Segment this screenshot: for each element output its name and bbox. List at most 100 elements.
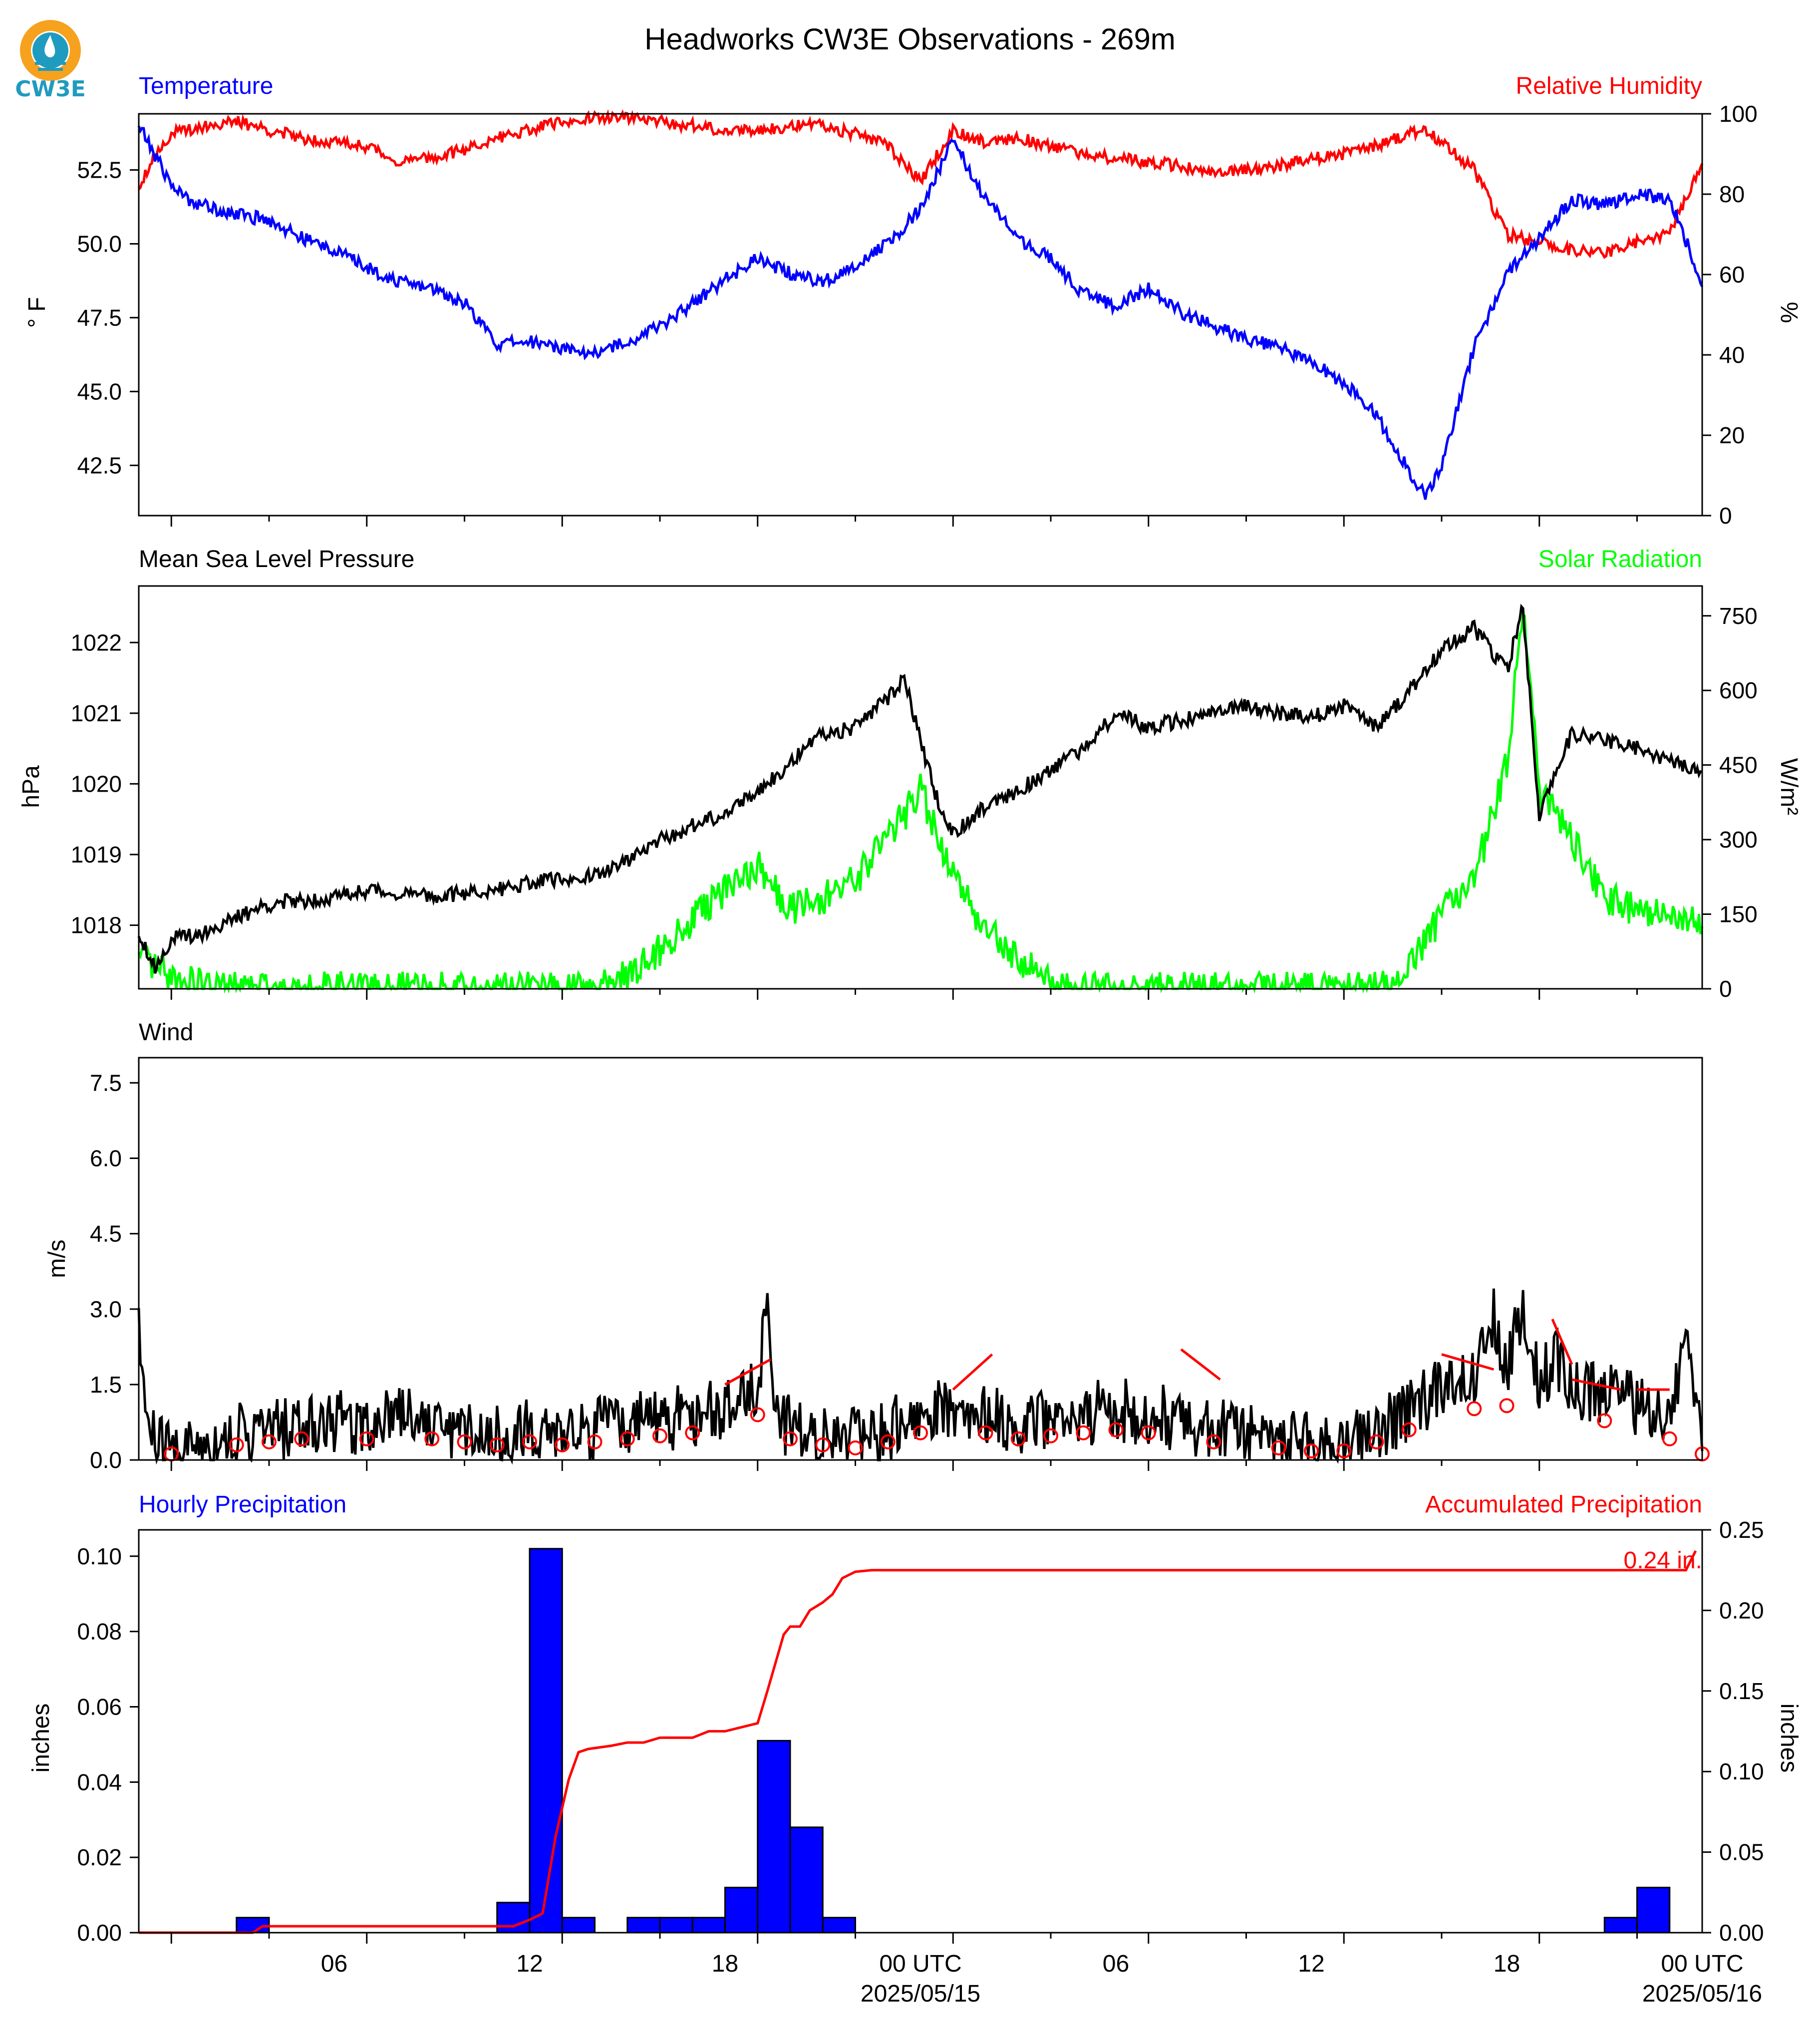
logo-drop — [44, 35, 55, 57]
wind-axis-tick-label: 4.5 — [90, 1221, 122, 1247]
calm-wind-marker — [685, 1425, 700, 1441]
wind-title: Wind — [139, 1019, 193, 1046]
time-tick-label: 06 — [321, 1951, 347, 1977]
humidity-title: Relative Humidity — [1516, 73, 1702, 99]
time-tick-label: 00 UTC — [879, 1951, 961, 1977]
humidity-axis-tick-label: 60 — [1719, 262, 1745, 288]
solar-axis-tick-label: 150 — [1719, 901, 1758, 927]
calm-wind-marker — [1369, 1434, 1384, 1449]
calm-wind-marker — [262, 1434, 277, 1449]
accum-precip-axis-tick-label: 0.25 — [1719, 1517, 1764, 1543]
humidity-axis-tick-label: 100 — [1719, 101, 1758, 127]
precip-bar — [724, 1886, 759, 1934]
calm-wind-marker — [1662, 1431, 1677, 1447]
wind-unit: m/s — [44, 1239, 70, 1278]
calm-wind-marker — [1401, 1422, 1417, 1438]
logo-wave-2 — [38, 68, 63, 71]
humidity-axis-tick-label: 80 — [1719, 181, 1745, 207]
humidity-axis-tick-label: 40 — [1719, 342, 1745, 368]
calm-wind-marker — [1141, 1425, 1156, 1441]
pressure-axis-tick-label: 1018 — [71, 912, 122, 938]
hourly-precip-unit: inches — [28, 1704, 54, 1773]
accum-precip-axis-tick-label: 0.20 — [1719, 1597, 1764, 1623]
calm-wind-marker — [1336, 1443, 1352, 1458]
date-label: 2025/05/15 — [861, 1981, 980, 2007]
wind-axis-tick-label: 0.0 — [90, 1447, 122, 1473]
hourly-precip-axis-tick-label: 0.08 — [77, 1619, 122, 1645]
precip-bar — [789, 1826, 824, 1934]
calm-wind-marker — [1010, 1431, 1026, 1447]
temperature-axis-tick-label: 42.5 — [77, 452, 122, 478]
precip-bar — [822, 1917, 856, 1934]
calm-wind-marker — [1043, 1428, 1058, 1444]
precip-bar — [496, 1902, 531, 1934]
wind-barb — [1571, 1378, 1621, 1391]
cw3e-logo: CW3E — [15, 20, 86, 102]
calm-wind-marker — [457, 1434, 472, 1449]
hourly-precip-axis-tick-label: 0.04 — [77, 1769, 122, 1795]
logo-wave-1 — [35, 62, 66, 65]
precip-bar — [529, 1548, 563, 1934]
accum-precip-title: Accumulated Precipitation — [1425, 1491, 1702, 1518]
precip-plot-frame — [138, 1529, 1703, 1934]
wind-axis-tick-label: 7.5 — [90, 1070, 122, 1096]
panel-pressure-solar: Mean Sea Level Pressure Solar Radiation … — [18, 546, 1802, 1002]
pressure-axis-tick-label: 1021 — [71, 700, 122, 726]
pressure-axis-tick-label: 1022 — [71, 629, 122, 655]
wind-series-line — [137, 1288, 1704, 1465]
solar-axis-tick-label: 450 — [1719, 752, 1758, 778]
humidity-unit: % — [1776, 302, 1802, 323]
figure-title: Headworks CW3E Observations - 269m — [644, 22, 1176, 56]
solar-unit: W/m² — [1776, 758, 1802, 816]
precip-bar — [757, 1739, 791, 1934]
wind-axis-tick-label: 3.0 — [90, 1296, 122, 1322]
calm-wind-marker — [1076, 1425, 1091, 1441]
solar-axis-tick-label: 300 — [1719, 827, 1758, 853]
calm-wind-marker — [619, 1431, 635, 1447]
logo-text: CW3E — [15, 76, 86, 102]
precip-bar — [626, 1917, 661, 1934]
pressure-axis-tick-label: 1019 — [71, 842, 122, 868]
time-tick-label: 00 UTC — [1661, 1951, 1743, 1977]
accum-precip-axis-tick-label: 0.15 — [1719, 1678, 1764, 1704]
accum-total-label: 0.24 in. — [1624, 1547, 1702, 1574]
solar-axis-tick-label: 600 — [1719, 677, 1758, 703]
date-label: 2025/05/16 — [1642, 1981, 1762, 2007]
calm-wind-marker — [815, 1437, 831, 1452]
calm-wind-marker — [1467, 1401, 1482, 1417]
calm-wind-marker — [489, 1437, 505, 1452]
hourly-precip-axis-tick-label: 0.06 — [77, 1694, 122, 1720]
humidity-series-line — [138, 109, 1704, 259]
accum-precip-line — [139, 1550, 1697, 1934]
calm-wind-marker — [652, 1428, 667, 1444]
calm-wind-marker — [750, 1407, 765, 1423]
calm-wind-marker — [229, 1437, 244, 1452]
precip-bar — [691, 1917, 726, 1934]
calm-wind-marker — [294, 1431, 309, 1447]
temperature-axis-tick-label: 47.5 — [77, 304, 122, 330]
precip-bar — [659, 1917, 693, 1934]
hourly-precip-axis-tick-label: 0.02 — [77, 1844, 122, 1870]
wind-barb — [1551, 1318, 1573, 1365]
time-tick-label: 12 — [516, 1951, 543, 1977]
panel-temperature-humidity: Temperature Relative Humidity ° F % 42.5… — [24, 73, 1802, 529]
time-tick-label: 18 — [1494, 1951, 1520, 1977]
solar-title: Solar Radiation — [1538, 546, 1702, 573]
pressure-unit: hPa — [18, 765, 44, 808]
hourly-precip-axis-tick-label: 0.10 — [77, 1543, 122, 1569]
temperature-plot-frame — [138, 113, 1703, 517]
calm-wind-marker — [1271, 1440, 1286, 1455]
calm-wind-marker — [359, 1431, 374, 1447]
calm-wind-marker — [587, 1434, 603, 1449]
calm-wind-marker — [1499, 1398, 1515, 1414]
pressure-axis-tick-label: 1020 — [71, 771, 122, 797]
solar-axis-tick-label: 0 — [1719, 976, 1732, 1002]
calm-wind-marker — [913, 1425, 928, 1441]
time-tick-label: 06 — [1103, 1951, 1129, 1977]
humidity-axis-tick-label: 20 — [1719, 422, 1745, 448]
hourly-precip-title: Hourly Precipitation — [139, 1491, 346, 1518]
solar-series-line — [137, 612, 1704, 994]
wind-axis-tick-label: 1.5 — [90, 1372, 122, 1398]
panel-wind: Wind m/s 0.0 1.5 3.0 4.5 6.0 7.5 — [44, 1019, 1710, 1473]
